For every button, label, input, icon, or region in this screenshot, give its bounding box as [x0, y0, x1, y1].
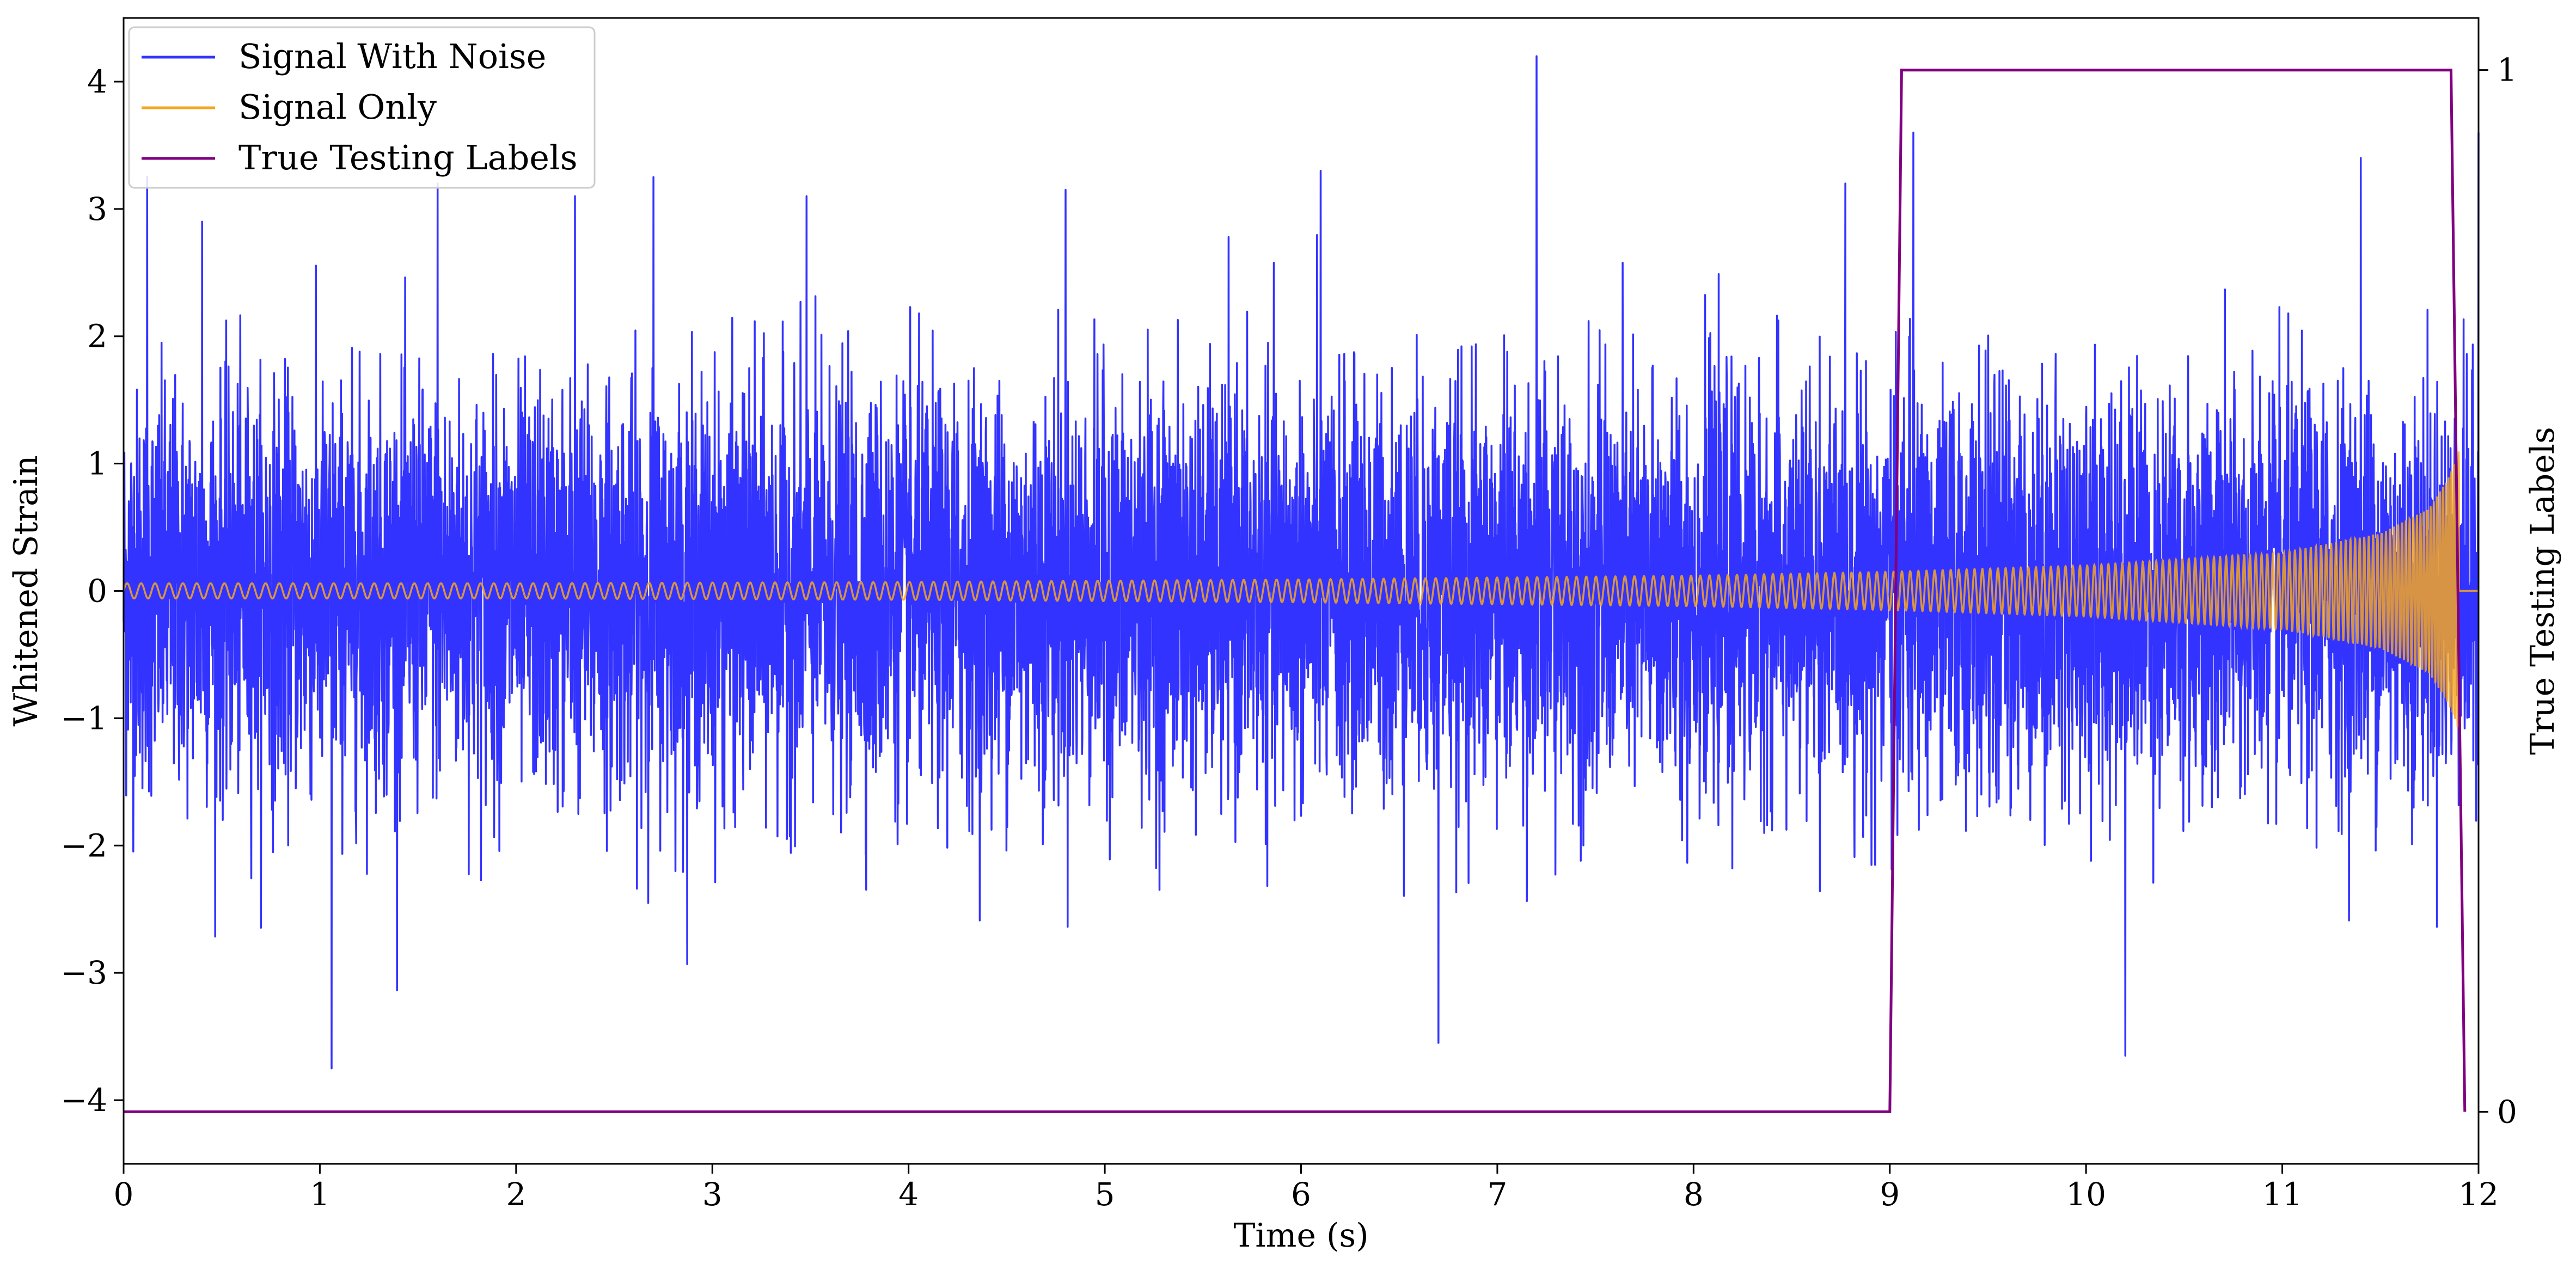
y-tick-label: 0 — [87, 573, 107, 610]
legend-label-true-testing-labels: True Testing Labels — [238, 138, 578, 177]
y-tick-label: 4 — [87, 63, 107, 100]
series-signal-only — [123, 451, 2479, 728]
y-tick-label: −1 — [61, 700, 108, 737]
label-line — [124, 69, 2467, 1113]
y2-axis-title: True Testing Labels — [2524, 427, 2562, 755]
x-tick-label: 6 — [1291, 1176, 1311, 1213]
y-tick-label: 1 — [87, 445, 107, 482]
y-tick-label: 3 — [87, 191, 107, 228]
x-tick-label: 7 — [1487, 1176, 1507, 1213]
x-tick-label: 4 — [898, 1176, 919, 1213]
legend-label-signal-only: Signal Only — [238, 87, 437, 127]
series-true-testing-labels — [124, 69, 2467, 1113]
y2-tick-label: 0 — [2497, 1093, 2517, 1130]
x-tick-label: 8 — [1684, 1176, 1704, 1213]
x-tick-label: 11 — [2262, 1176, 2303, 1213]
y-axis-title: Whitened Strain — [7, 455, 45, 726]
noise-line — [123, 55, 2480, 1070]
x-tick-label: 0 — [114, 1176, 134, 1213]
signal-line — [123, 451, 2479, 728]
x-axis: 0 1 2 3 4 5 6 7 8 9 10 11 12 — [114, 1164, 2499, 1213]
series-signal-with-noise — [123, 55, 2480, 1070]
x-tick-label: 1 — [310, 1176, 330, 1213]
x-axis-title: Time (s) — [1233, 1217, 1368, 1255]
x-tick-label: 2 — [506, 1176, 526, 1213]
y-tick-label: −4 — [61, 1082, 108, 1119]
x-tick-label: 9 — [1880, 1176, 1900, 1213]
y-tick-label: 2 — [87, 318, 107, 355]
legend-label-signal-with-noise: Signal With Noise — [238, 36, 546, 76]
legend: Signal With Noise Signal Only True Testi… — [128, 26, 596, 189]
x-tick-label: 10 — [2066, 1176, 2106, 1213]
y-tick-label: −2 — [61, 827, 108, 864]
y-axis-left: −4 −3 −2 −1 0 1 2 3 4 — [61, 63, 124, 1119]
y-axis-right: 01 — [2479, 52, 2517, 1130]
y-tick-label: −3 — [61, 954, 108, 991]
x-tick-label: 3 — [702, 1176, 723, 1213]
legend-box — [128, 26, 596, 189]
x-tick-label: 12 — [2458, 1176, 2499, 1213]
y2-tick-label: 1 — [2497, 52, 2517, 89]
x-tick-label: 5 — [1095, 1176, 1115, 1213]
